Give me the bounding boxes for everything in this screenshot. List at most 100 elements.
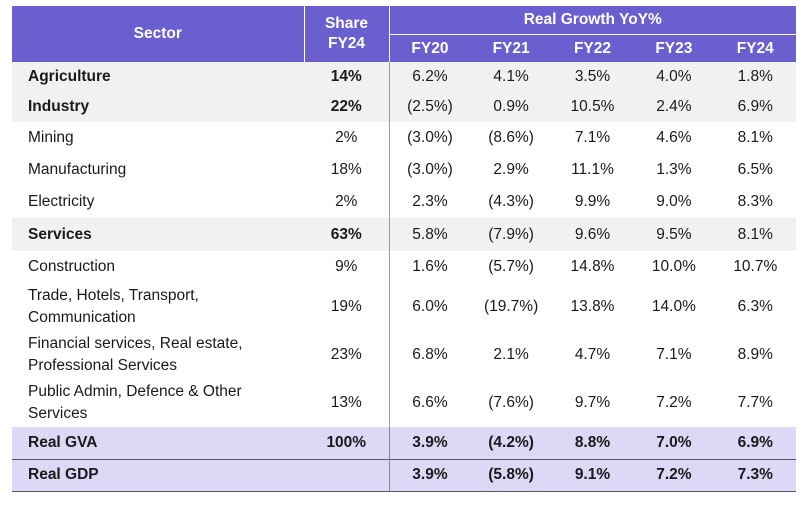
growth-cell: 6.2% bbox=[389, 62, 471, 92]
growth-cell: 9.0% bbox=[633, 186, 715, 218]
share-cell: 19% bbox=[304, 283, 390, 331]
growth-cell: 1.8% bbox=[714, 62, 796, 92]
sector-name: Electricity bbox=[12, 186, 305, 218]
share-cell: 100% bbox=[304, 427, 390, 459]
header-share-line1: Share bbox=[324, 15, 369, 32]
growth-cell: 13.8% bbox=[551, 283, 634, 331]
growth-cell: 9.9% bbox=[551, 186, 634, 218]
growth-cell: (7.6%) bbox=[470, 379, 552, 427]
growth-cell: 6.9% bbox=[714, 92, 796, 122]
growth-cell: 6.9% bbox=[714, 427, 796, 459]
growth-cell: 7.2% bbox=[633, 458, 715, 492]
growth-cell: 8.3% bbox=[714, 186, 796, 218]
growth-cell: 8.8% bbox=[551, 427, 634, 459]
table-row: Mining 2% (3.0%) (8.6%) 7.1% 4.6% 8.1% bbox=[12, 122, 796, 154]
growth-cell: 5.8% bbox=[389, 218, 471, 251]
sector-name-line2: Services bbox=[28, 405, 88, 422]
growth-cell: 7.3% bbox=[714, 458, 796, 492]
sector-name-line2: Professional Services bbox=[28, 357, 178, 374]
growth-cell: 1.6% bbox=[389, 251, 471, 283]
growth-cell: 6.6% bbox=[389, 379, 471, 427]
growth-cell: 3.9% bbox=[389, 458, 471, 492]
growth-cell: 9.1% bbox=[551, 458, 634, 492]
sector-name-line1: Financial services, Real estate, bbox=[28, 335, 243, 352]
sector-name-line1: Trade, Hotels, Transport, bbox=[28, 287, 199, 304]
table-row: Industry 22% (2.5%) 0.9% 10.5% 2.4% 6.9% bbox=[12, 92, 796, 122]
growth-cell: (5.7%) bbox=[470, 251, 552, 283]
growth-cell: 7.2% bbox=[633, 379, 715, 427]
growth-cell: (2.5%) bbox=[389, 92, 471, 122]
growth-cell: (4.3%) bbox=[470, 186, 552, 218]
sector-growth-table: Sector Share FY24 Real Growth YoY% FY20 F… bbox=[12, 6, 796, 492]
share-cell bbox=[304, 458, 390, 492]
growth-cell: 8.9% bbox=[714, 331, 796, 379]
growth-cell: (4.2%) bbox=[470, 427, 552, 459]
growth-cell: 4.0% bbox=[633, 62, 715, 92]
growth-cell: 2.4% bbox=[633, 92, 715, 122]
growth-cell: 6.0% bbox=[389, 283, 471, 331]
table-row: Construction 9% 1.6% (5.7%) 14.8% 10.0% … bbox=[12, 251, 796, 283]
share-cell: 22% bbox=[304, 92, 390, 122]
sector-name: Construction bbox=[12, 251, 305, 283]
sector-name: Manufacturing bbox=[12, 154, 305, 186]
growth-cell: 11.1% bbox=[551, 154, 634, 186]
table-row-real-gdp: Real GDP 3.9% (5.8%) 9.1% 7.2% 7.3% bbox=[12, 458, 796, 492]
growth-cell: (3.0%) bbox=[389, 154, 471, 186]
sector-name: Industry bbox=[12, 92, 305, 122]
sector-name: Trade, Hotels, Transport, Communication bbox=[12, 283, 305, 331]
header-year: FY22 bbox=[551, 34, 634, 62]
sector-name: Public Admin, Defence & Other Services bbox=[12, 379, 305, 427]
header-year: FY23 bbox=[633, 34, 715, 62]
header-sector: Sector bbox=[12, 6, 305, 62]
growth-cell: 10.7% bbox=[714, 251, 796, 283]
growth-cell: 4.1% bbox=[470, 62, 552, 92]
growth-cell: (3.0%) bbox=[389, 122, 471, 154]
sector-name-line1: Public Admin, Defence & Other bbox=[28, 383, 242, 400]
growth-cell: 8.1% bbox=[714, 122, 796, 154]
table-row: Trade, Hotels, Transport, Communication 1… bbox=[12, 283, 796, 331]
share-cell: 2% bbox=[304, 122, 390, 154]
growth-cell: (19.7%) bbox=[470, 283, 552, 331]
growth-cell: 14.8% bbox=[551, 251, 634, 283]
share-cell: 9% bbox=[304, 251, 390, 283]
growth-cell: 6.8% bbox=[389, 331, 471, 379]
table-body: Agriculture 14% 6.2% 4.1% 3.5% 4.0% 1.8%… bbox=[12, 62, 796, 492]
growth-cell: 8.1% bbox=[714, 218, 796, 251]
header-year: FY21 bbox=[470, 34, 552, 62]
table-row: Public Admin, Defence & Other Services 13… bbox=[12, 379, 796, 427]
share-cell: 23% bbox=[304, 331, 390, 379]
share-cell: 18% bbox=[304, 154, 390, 186]
growth-cell: (5.8%) bbox=[470, 458, 552, 492]
share-cell: 2% bbox=[304, 186, 390, 218]
table-row: Manufacturing 18% (3.0%) 2.9% 11.1% 1.3%… bbox=[12, 154, 796, 186]
growth-cell: 7.1% bbox=[551, 122, 634, 154]
growth-cell: 14.0% bbox=[633, 283, 715, 331]
header-share-line2: FY24 bbox=[327, 35, 366, 52]
table-row-real-gva: Real GVA 100% 3.9% (4.2%) 8.8% 7.0% 6.9% bbox=[12, 427, 796, 459]
growth-cell: 6.5% bbox=[714, 154, 796, 186]
growth-cell: 9.6% bbox=[551, 218, 634, 251]
growth-cell: 7.7% bbox=[714, 379, 796, 427]
sector-name: Financial services, Real estate, Professi… bbox=[12, 331, 305, 379]
growth-cell: 10.5% bbox=[551, 92, 634, 122]
sector-name: Mining bbox=[12, 122, 305, 154]
header-year: FY24 bbox=[714, 34, 796, 62]
growth-cell: 3.5% bbox=[551, 62, 634, 92]
growth-cell: 7.1% bbox=[633, 331, 715, 379]
growth-cell: 6.3% bbox=[714, 283, 796, 331]
growth-cell: 10.0% bbox=[633, 251, 715, 283]
growth-cell: 4.6% bbox=[633, 122, 715, 154]
growth-cell: 2.3% bbox=[389, 186, 471, 218]
table-row: Services 63% 5.8% (7.9%) 9.6% 9.5% 8.1% bbox=[12, 218, 796, 251]
sector-name-line2: Communication bbox=[28, 309, 136, 326]
growth-cell: 0.9% bbox=[470, 92, 552, 122]
growth-cell: (7.9%) bbox=[470, 218, 552, 251]
growth-cell: 4.7% bbox=[551, 331, 634, 379]
header-share: Share FY24 bbox=[304, 6, 390, 62]
sector-name: Services bbox=[12, 218, 305, 251]
header-real-growth: Real Growth YoY% bbox=[389, 6, 796, 35]
share-cell: 13% bbox=[304, 379, 390, 427]
share-cell: 63% bbox=[304, 218, 390, 251]
growth-cell: 9.5% bbox=[633, 218, 715, 251]
header-year: FY20 bbox=[389, 34, 471, 62]
